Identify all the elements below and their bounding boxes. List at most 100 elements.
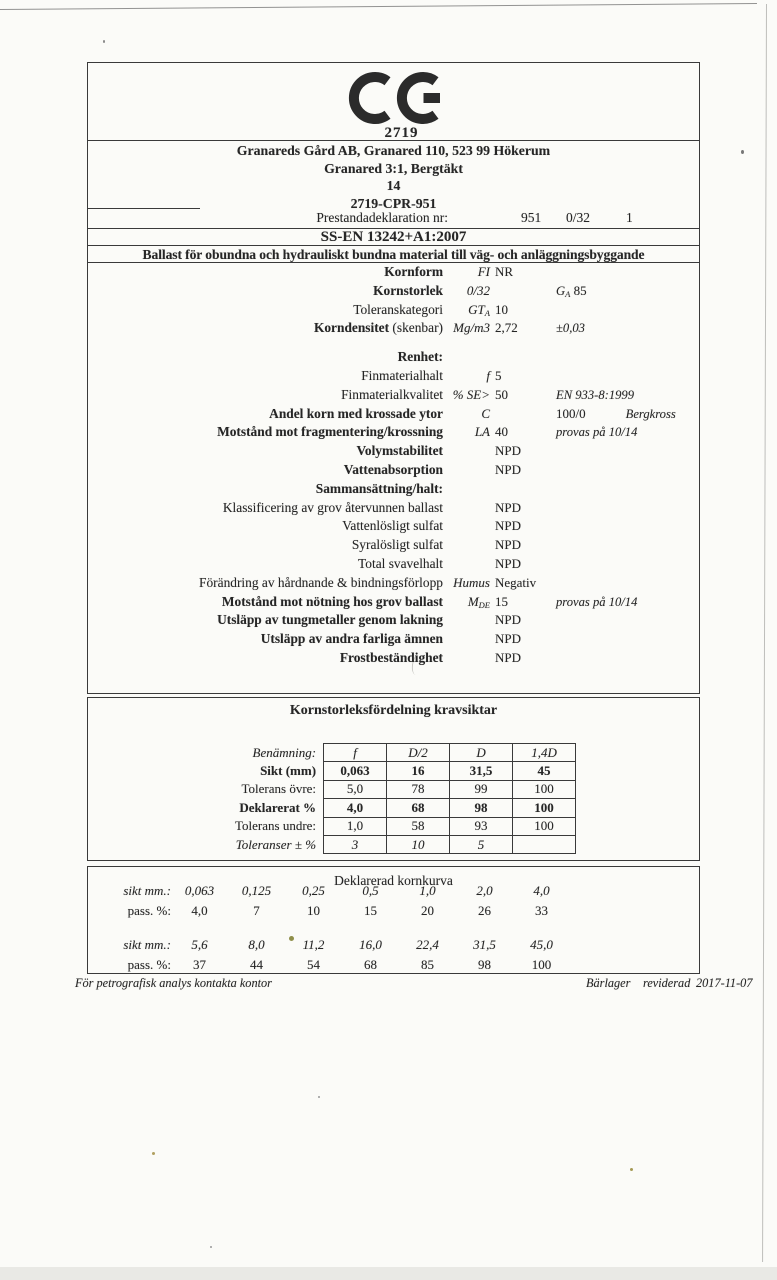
property-symbol: GTA — [468, 301, 490, 318]
footer: För petrografisk analys kontakta kontor … — [0, 976, 777, 992]
property-row: Frostbeständighet NPD — [88, 650, 699, 669]
property-symbol: Mg/m3 — [453, 320, 490, 336]
sieve-row: Toleranser ± % 3 10 5 — [231, 834, 577, 855]
grading-pass-value: 10 — [307, 903, 320, 918]
grading-pass-value: 54 — [307, 957, 320, 972]
grading-pass-value: 7 — [253, 903, 260, 918]
scan-speck — [210, 1246, 212, 1248]
property-value: Negativ — [495, 574, 537, 590]
property-value: NPD — [495, 555, 522, 571]
property-row: Finmaterialhalt f 5 — [88, 368, 699, 387]
scan-edge-artifact — [0, 1267, 777, 1280]
property-label: Frostbeständighet — [339, 649, 443, 665]
grading-sieve-value: 4,0 — [533, 883, 550, 898]
grading-sieve-value: 31,5 — [473, 937, 496, 952]
property-note-value: 100/0 — [556, 405, 586, 421]
grading-pass-label: pass. %: — [127, 957, 171, 972]
grading-pass-row: pass. %: 37 44 54 68 85 98 100 — [88, 957, 699, 975]
product-type: Bärlager — [586, 976, 631, 990]
property-row: Finmaterialkvalitet % SE> 50 EN 933-8:1999 — [88, 387, 699, 406]
property-symbol: C — [481, 405, 490, 421]
property-symbol: LA — [474, 424, 490, 440]
sieve-row-label: Sikt (mm) — [260, 763, 317, 779]
property-note: provas på 10/14 — [556, 425, 638, 440]
property-value: 15 — [495, 593, 508, 609]
sieve-row: Sikt (mm) 0,063 16 31,5 45 — [231, 761, 577, 781]
sieve-cell: 16 — [386, 761, 451, 781]
property-row: Motstånd mot nötning hos grov ballast MDE… — [88, 594, 699, 613]
property-value: NPD — [495, 443, 522, 459]
manufacturer-block: Granareds Gård AB, Granared 110, 523 99 … — [88, 142, 699, 212]
grading-sieve-value: 0,25 — [302, 883, 325, 898]
property-value: 50 — [495, 386, 508, 402]
property-value: NPD — [495, 499, 522, 515]
sieve-row: Tolerans undre: 1,0 58 93 100 — [231, 816, 577, 836]
property-value: NPD — [495, 518, 522, 534]
property-label: Finmaterialkvalitet — [341, 386, 443, 402]
scan-speck — [289, 936, 294, 941]
grading-pass-value: 98 — [478, 957, 491, 972]
property-note-value: 85 — [570, 282, 587, 298]
property-label: Kornform — [384, 264, 443, 279]
property-row: Förändring av hårdnande & bindningsförlo… — [88, 575, 699, 594]
sieve-row: Deklarerat % 4,0 68 98 100 — [231, 798, 577, 818]
sieve-row: Benämning: f D/2 D 1,4D — [231, 742, 577, 763]
grading-pass-value: 100 — [531, 957, 552, 972]
declaration-fraction-value: 0/32 — [566, 210, 591, 225]
grading-sieve-value: 45,0 — [530, 937, 553, 952]
property-label: Förändring av hårdnande & bindningsförlo… — [199, 574, 443, 590]
grading-pass-label: pass. %: — [127, 903, 171, 918]
property-row: Vattenabsorption NPD — [88, 462, 699, 481]
property-value: NPD — [495, 649, 522, 665]
sieve-table-body: Benämning: f D/2 D 1,4D Sikt (mm) 0,063 16 31,5 4… — [231, 742, 577, 855]
property-row: Vattenlösligt sulfat NPD — [88, 518, 699, 537]
scan-speck — [152, 1152, 155, 1155]
scan-edge-artifact — [0, 3, 757, 11]
property-label: Korndensitet (skenbar) — [313, 320, 443, 336]
declaration-number-value: 951 — [521, 210, 542, 225]
sieve-cell: 100 — [512, 816, 577, 836]
revised-label: reviderad — [643, 976, 691, 990]
sieve-cell: 3 — [323, 834, 388, 855]
sieve-row-label: Benämning: — [252, 744, 317, 760]
declaration-number-label: Prestandadeklaration nr: — [316, 210, 448, 225]
sieve-cell: 0,063 — [323, 761, 388, 781]
property-symbol: FI — [477, 264, 490, 279]
sieve-cell: 31,5 — [449, 761, 514, 781]
scan-speck — [741, 150, 744, 154]
properties-list: Kornform FI NR Kornstorlek 0/32 GA 85 Tolerans… — [88, 264, 699, 669]
declaration-box: 2719 Granareds Gård AB, Granared 110, 52… — [87, 62, 700, 694]
grading-pass-value: 26 — [478, 903, 491, 918]
property-value: NPD — [495, 461, 522, 477]
property-heading-row: Sammansättning/halt: — [88, 481, 699, 500]
property-label: Vattenabsorption — [343, 461, 443, 477]
grading-pass-value: 33 — [535, 903, 548, 918]
sieve-cell: f — [323, 742, 388, 763]
property-spacer — [88, 339, 699, 349]
sieve-cell: 78 — [386, 779, 451, 800]
sieve-row-label: Tolerans undre: — [235, 818, 317, 834]
property-symbol: % SE> — [452, 386, 490, 402]
manufacturer-address: Granareds Gård AB, Granared 110, 523 99 … — [236, 143, 551, 158]
property-label: Syralösligt sulfat — [351, 537, 443, 553]
property-value: 40 — [495, 424, 508, 440]
property-label: Kornstorlek — [373, 282, 443, 298]
sieve-table-title: Kornstorleksfördelning kravsiktar — [289, 703, 498, 718]
divider-partial — [88, 208, 200, 210]
grading-pass-value: 37 — [193, 957, 206, 972]
grading-pass-row: pass. %: 4,0 7 10 15 20 26 33 — [88, 903, 699, 921]
property-label: Utsläpp av tungmetaller genom lakning — [217, 612, 443, 628]
property-label: Toleranskategori — [353, 301, 443, 317]
sieve-cell: 10 — [386, 834, 451, 855]
sieve-cell: 100 — [512, 779, 577, 800]
property-row: Kornform FI NR — [88, 264, 699, 283]
scan-speck — [103, 40, 105, 43]
divider — [88, 245, 699, 247]
property-row: Korndensitet (skenbar) Mg/m3 2,72 ±0,03 — [88, 320, 699, 339]
sieve-row-label: Tolerans övre: — [241, 781, 317, 797]
property-label: Finmaterialhalt — [361, 367, 443, 383]
property-row: Syralösligt sulfat NPD — [88, 537, 699, 556]
property-label: Volymstabilitet — [356, 443, 443, 459]
grading-sieve-value: 11,2 — [302, 937, 325, 952]
grading-sieve-row: sikt mm.: 0,063 0,125 0,25 0,5 1,0 2,0 4,0 — [88, 883, 699, 901]
